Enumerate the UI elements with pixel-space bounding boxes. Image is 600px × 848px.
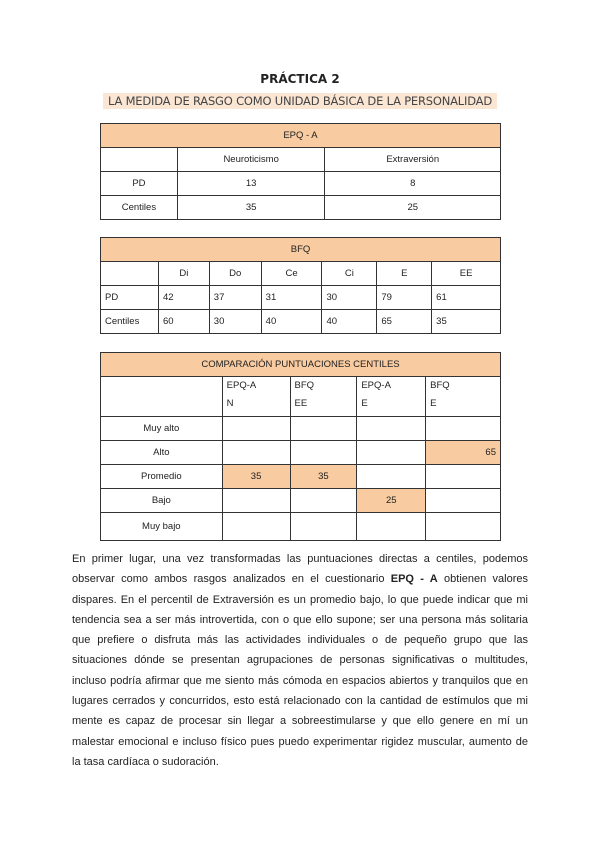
column-header: EPQ-A E (356, 376, 427, 417)
cell: 40 (260, 309, 323, 334)
column-header-line: EPQ-A (361, 380, 391, 391)
column-header-line: E (430, 398, 437, 409)
cell (356, 440, 427, 465)
column-header: BFQ EE (289, 376, 358, 417)
cell: 25 (356, 488, 427, 513)
cell (221, 488, 291, 513)
row-label: Promedio (100, 464, 223, 489)
cell: 35 (289, 464, 358, 489)
cell (425, 464, 501, 489)
epq-table-title: EPQ - A (100, 123, 501, 148)
cell: 30 (208, 309, 262, 334)
cell: 60 (157, 309, 210, 334)
cell (356, 464, 427, 489)
column-header: Do (208, 261, 262, 286)
row-label: Bajo (100, 488, 223, 513)
row-label: PD (100, 285, 159, 310)
column-header-line: BFQ (294, 380, 315, 391)
column-header-line: EE (294, 398, 308, 409)
column-header: Extraversión (324, 147, 501, 172)
column-header: EPQ-A N (221, 376, 291, 417)
cell (221, 416, 291, 441)
paragraph-text: obtienen valores dispares. En el percent… (72, 573, 529, 768)
column-header-line: BFQ (430, 380, 450, 391)
row-label: Centiles (100, 195, 178, 220)
table-row: Promedio 35 35 (100, 464, 501, 489)
cell (356, 416, 427, 441)
row-label: Alto (100, 440, 223, 465)
comparison-table-title: COMPARACIÓN PUNTUACIONES CENTILES (100, 352, 501, 377)
epq-table: EPQ - A Neuroticismo Extraversión PD 13 8 C… (100, 123, 501, 220)
cell (221, 512, 291, 541)
column-header-line: EPQ-A (226, 380, 257, 391)
table-row: PD 13 8 (100, 171, 501, 196)
cell: 40 (321, 309, 378, 334)
page-title: PRÁCTICA 2 (260, 72, 340, 86)
table-row: Muy alto (100, 416, 501, 441)
cell: 42 (157, 285, 210, 310)
cell: 61 (431, 285, 501, 310)
column-header-line: N (226, 398, 234, 409)
cell: 13 (176, 171, 326, 196)
cell (221, 440, 291, 465)
table-row: Centiles 60 30 40 40 65 35 (100, 309, 501, 334)
cell: 65 (376, 309, 433, 334)
cell (425, 488, 501, 513)
cell (289, 416, 358, 441)
row-label: Muy alto (100, 416, 223, 441)
cell: 65 (425, 440, 501, 465)
column-header: BFQ E (425, 376, 501, 417)
table-row: Centiles 35 25 (100, 195, 501, 220)
cell: 37 (208, 285, 262, 310)
cell: 31 (260, 285, 323, 310)
paragraph-bold: EPQ - A (390, 573, 438, 586)
cell: 35 (176, 195, 326, 220)
column-header: EE (431, 261, 501, 286)
row-label: PD (100, 171, 178, 196)
paragraph-text: En primer lugar, una vez transformadas l… (72, 553, 528, 586)
cell: 35 (221, 464, 291, 489)
cell (425, 512, 501, 541)
page-subtitle: LA MEDIDA DE RASGO COMO UNIDAD BÁSICA DE… (103, 93, 497, 109)
cell: 35 (431, 309, 501, 334)
table-row: PD 42 37 31 30 79 61 (100, 285, 501, 310)
body-paragraph: En primer lugar, una vez transformadas l… (72, 549, 528, 772)
comparison-table: COMPARACIÓN PUNTUACIONES CENTILES EPQ-A N… (100, 352, 501, 541)
column-header: Di (157, 261, 210, 286)
column-header: Ce (260, 261, 323, 286)
bfq-table: BFQ Di Do Ce Ci E EE PD 42 37 31 30 79 61 Centiles 60 3… (100, 237, 501, 334)
cell (289, 512, 358, 541)
cell: 79 (376, 285, 433, 310)
cell (356, 512, 427, 541)
cell (289, 440, 358, 465)
empty-cell (100, 376, 223, 417)
table-row: Muy bajo (100, 512, 501, 541)
empty-cell (100, 261, 159, 286)
cell (425, 416, 501, 441)
cell: 25 (324, 195, 501, 220)
bfq-table-title: BFQ (100, 237, 501, 262)
cell (289, 488, 358, 513)
column-header: Ci (321, 261, 378, 286)
column-header: Neuroticismo (176, 147, 326, 172)
row-label: Centiles (100, 309, 159, 334)
column-header: E (376, 261, 433, 286)
column-header-line: E (361, 398, 368, 409)
cell: 30 (321, 285, 378, 310)
cell: 8 (324, 171, 501, 196)
table-row: Alto 65 (100, 440, 501, 465)
row-label: Muy bajo (100, 512, 223, 541)
table-row: Bajo 25 (100, 488, 501, 513)
